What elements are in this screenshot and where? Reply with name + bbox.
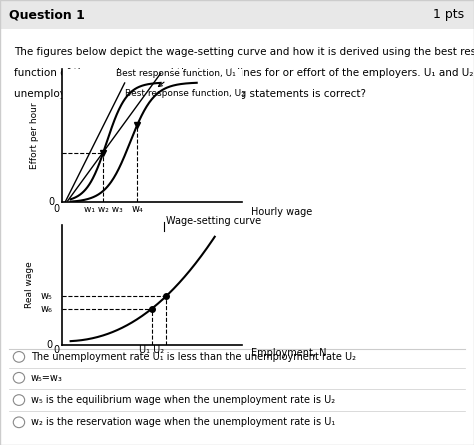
Text: w₅=w₃: w₅=w₃ (31, 373, 63, 383)
Text: Employment, N: Employment, N (251, 348, 326, 358)
Text: 0: 0 (46, 340, 53, 350)
Text: w₄: w₄ (131, 204, 143, 214)
Text: The figures below depict the wage-setting curve and how it is derived using the : The figures below depict the wage-settin… (14, 47, 474, 57)
Text: w₁ w₂ w₃: w₁ w₂ w₃ (84, 205, 122, 214)
Text: function of the employees and the isocost lines for or effort of the employers. : function of the employees and the isocos… (14, 68, 474, 78)
Text: w₅: w₅ (41, 291, 53, 301)
Text: Effort per hour: Effort per hour (30, 102, 39, 169)
Text: unemployment rates. Which of the following statements is correct?: unemployment rates. Which of the followi… (14, 89, 366, 99)
Text: 0: 0 (53, 345, 59, 355)
Text: Hourly wage: Hourly wage (251, 207, 312, 217)
Text: Wage-setting curve: Wage-setting curve (166, 216, 261, 226)
Text: Real wage: Real wage (25, 261, 34, 308)
Text: w₆: w₆ (41, 304, 53, 314)
Text: Question 1: Question 1 (9, 8, 85, 21)
Text: U₁ U₂: U₁ U₂ (139, 345, 164, 355)
FancyBboxPatch shape (0, 0, 474, 29)
Text: 0: 0 (53, 204, 59, 214)
Text: 1 pts: 1 pts (433, 8, 465, 21)
Text: Best response function, U₁: Best response function, U₁ (116, 69, 236, 86)
Text: 0: 0 (48, 198, 55, 207)
Text: Best response function, U₂: Best response function, U₂ (125, 89, 245, 97)
FancyBboxPatch shape (0, 29, 474, 445)
Text: The unemployment rate U₁ is less than the unemployment rate U₂: The unemployment rate U₁ is less than th… (31, 352, 356, 362)
Text: w₅ is the equilibrium wage when the unemployment rate is U₂: w₅ is the equilibrium wage when the unem… (31, 395, 335, 405)
Text: w₂ is the reservation wage when the unemployment rate is U₁: w₂ is the reservation wage when the unem… (31, 417, 335, 427)
